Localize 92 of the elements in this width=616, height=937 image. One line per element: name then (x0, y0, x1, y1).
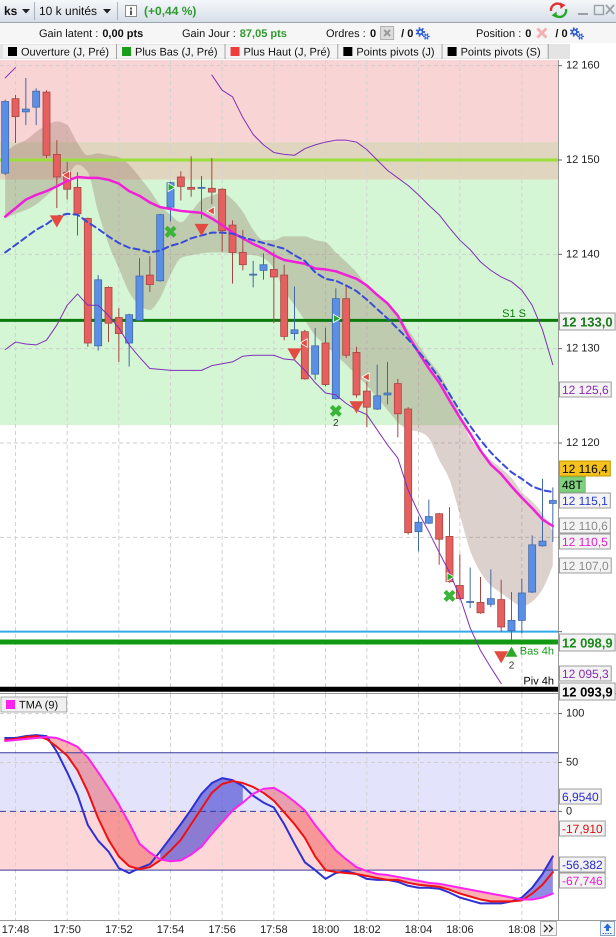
y-tick-label: 12 160 (566, 60, 600, 72)
x-tick-label: 17:58 (260, 924, 288, 936)
text: 12 107,0 (562, 559, 610, 573)
legend-label: Points pivots (J) (356, 46, 435, 58)
text: ks (4, 4, 18, 18)
candlestick (548, 486, 557, 543)
point (206, 206, 215, 216)
annotation: 2 (333, 418, 340, 429)
x-tick-label: 18:02 (353, 924, 381, 936)
text: -67,746 (562, 874, 604, 888)
ref-line-label: S1 S (502, 308, 526, 320)
x-tick-label: 17:48 (2, 924, 30, 936)
text: 12 110,6 (562, 519, 608, 533)
x-tick-label: 18:00 (312, 924, 340, 936)
text: 12 110,5 (562, 535, 608, 549)
candlestick (249, 260, 258, 288)
text: 0 (370, 28, 376, 40)
point (62, 170, 70, 180)
text: 12 098,9 (562, 636, 613, 650)
legend-label: Plus Bas (J, Pré) (135, 46, 218, 58)
candlestick (187, 156, 196, 198)
text: -17,910 (562, 822, 604, 836)
point (330, 404, 342, 417)
text: Gain latent : (39, 28, 98, 40)
text: / 0 (555, 28, 568, 40)
candlestick (198, 176, 206, 219)
x-tick-label: 17:56 (208, 924, 236, 936)
text: 12 115,1 (562, 494, 608, 508)
candlestick (32, 88, 40, 126)
point (362, 372, 370, 382)
candlestick (486, 568, 495, 608)
text: 6,9540 (562, 790, 600, 804)
candlestick (476, 576, 484, 614)
text: 48T (562, 478, 584, 492)
x-tick-label: 17:50 (53, 924, 81, 936)
text: Gain Jour : (182, 28, 236, 40)
text: 12 133,0 (562, 314, 613, 330)
candlestick (538, 478, 546, 548)
candlestick (208, 158, 216, 205)
point (164, 226, 176, 238)
candlestick (146, 256, 154, 293)
x-tick-label: 18:06 (446, 924, 474, 936)
candlestick (270, 251, 278, 324)
candlestick (466, 567, 474, 609)
legend-label: Ouverture (J, Pré) (21, 46, 110, 58)
candlestick (424, 499, 433, 525)
candlestick (384, 361, 392, 405)
candlestick (290, 286, 298, 341)
candlestick (414, 516, 422, 552)
legend-label: TMA (9) (19, 700, 58, 712)
text: 12 095,3 (562, 667, 610, 681)
text: Position : (476, 28, 522, 40)
candlestick (260, 252, 268, 280)
text: 87,05 pts (240, 28, 287, 40)
x-tick-label: 17:54 (156, 924, 184, 936)
legend-label: Plus Haut (J, Pré) (244, 46, 330, 58)
y-tick-label: 12 150 (566, 154, 600, 166)
ref-line-label: Piv 4h (523, 676, 554, 688)
text: 12 116,4 (562, 462, 608, 476)
point (444, 590, 456, 602)
x-tick-label: 18:08 (508, 924, 536, 936)
line-series (4, 212, 554, 494)
point (446, 572, 455, 582)
ref-line-label: Bas 4h (520, 646, 554, 658)
text: -56,382 (562, 858, 604, 872)
y-tick-label: 0 (566, 805, 572, 818)
line-series (4, 293, 502, 684)
y-tick-label: 12 140 (566, 248, 600, 260)
annotation: 2 (508, 660, 515, 672)
legend-label: Points pivots (S) (460, 46, 541, 58)
candlestick (12, 94, 20, 144)
text: / 0 (401, 28, 414, 40)
x-tick-label: 18:04 (404, 924, 432, 936)
point (300, 338, 308, 348)
candlestick (238, 229, 247, 271)
y-tick-label: 12 120 (566, 437, 600, 450)
candlestick (176, 170, 185, 202)
text: 12 093,9 (562, 684, 613, 700)
text: (+0,44 %) (144, 4, 196, 18)
text: 0,00 pts (102, 28, 144, 40)
y-tick-label: 50 (566, 756, 578, 768)
text: 0 (525, 28, 532, 40)
candlestick (22, 77, 30, 126)
x-tick-label: 17:52 (105, 924, 133, 936)
y-tick-label: 12 130 (566, 342, 600, 355)
text: 12 125,6 (562, 383, 610, 397)
y-tick-label: 100 (566, 708, 584, 720)
text: 10 k unités (39, 4, 98, 18)
candlestick (52, 140, 61, 209)
text: Ordres : (326, 28, 366, 40)
candlestick (373, 364, 382, 410)
candlestick (508, 592, 516, 641)
